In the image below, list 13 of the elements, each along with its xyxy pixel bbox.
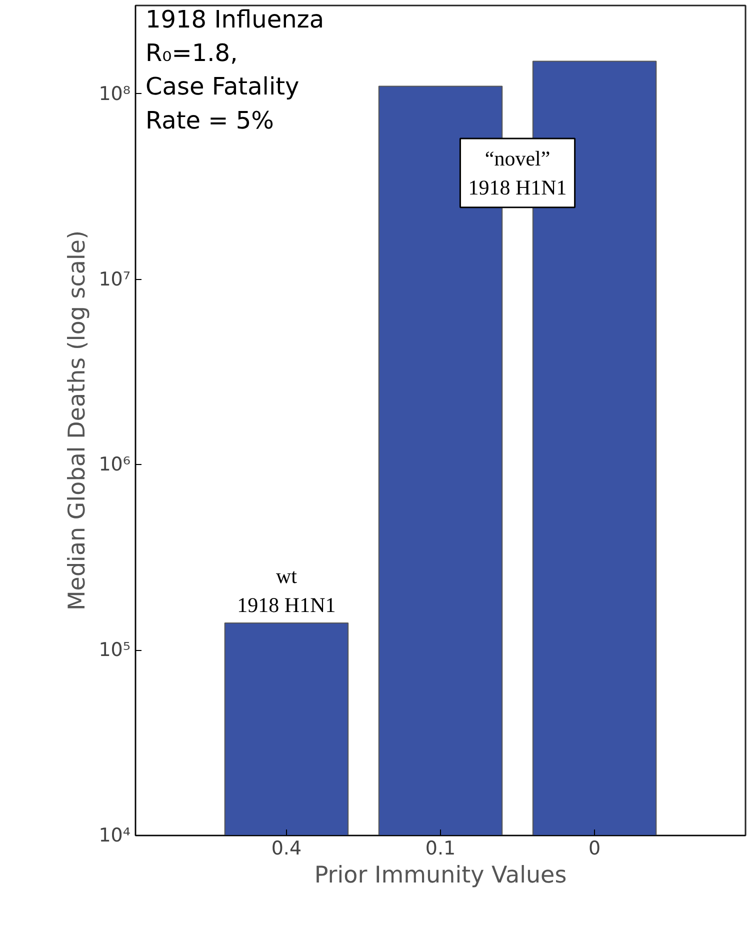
y-tick-label: 10⁸ xyxy=(98,82,131,105)
y-tick-label: 10⁶ xyxy=(98,454,131,476)
y-tick-label: 10⁵ xyxy=(98,639,131,662)
y-tick-label: 10⁷ xyxy=(98,268,131,290)
annotation: 1918 Influenza R₀=1.8, Case Fatality Rate = 5% xyxy=(146,6,324,134)
x-tick-label: 0 xyxy=(588,838,601,860)
x-tick-label: 0.4 xyxy=(271,838,302,860)
annotation: “novel” 1918 H1N1 xyxy=(468,146,567,200)
y-tick-label: 10⁴ xyxy=(98,824,131,846)
x-axis-title: Prior Immunity Values xyxy=(314,862,567,888)
x-tick-label: 0.1 xyxy=(425,838,456,860)
annotation: wt 1918 H1N1 xyxy=(237,564,336,618)
y-axis-title: Median Global Deaths (log scale) xyxy=(64,230,91,611)
